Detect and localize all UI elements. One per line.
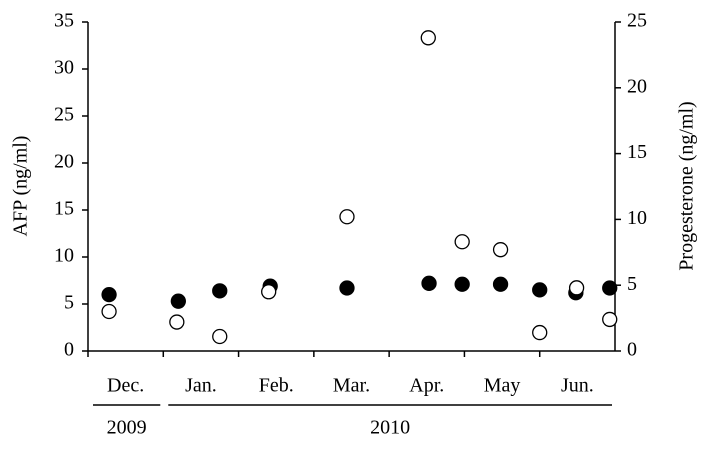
y-tick-label: 25	[54, 104, 74, 126]
x-tick-label: Jun.	[561, 375, 594, 397]
point	[492, 242, 509, 258]
point	[212, 328, 228, 345]
y2-tick-label: 10	[627, 207, 647, 229]
point	[421, 275, 437, 291]
point	[532, 324, 548, 341]
point	[339, 280, 355, 296]
y-tick-label: 35	[54, 10, 74, 32]
point	[212, 283, 228, 299]
y-tick-label: 5	[64, 292, 74, 314]
y2-tick-label: 0	[627, 339, 637, 361]
y2-tick-label: 20	[627, 75, 647, 97]
y-tick-label: 0	[64, 339, 74, 361]
point	[602, 280, 618, 296]
x-tick-label: Mar.	[333, 375, 370, 397]
y2-axis-label: Progesterone (ng/ml)	[676, 101, 698, 270]
x-tick-label: May	[484, 375, 521, 397]
x-tick-label: Apr.	[409, 375, 444, 397]
point	[602, 311, 618, 328]
y2-tick-label: 25	[627, 10, 647, 32]
point	[261, 284, 277, 300]
point	[454, 276, 470, 292]
point	[170, 293, 186, 309]
y2-tick-label: 5	[627, 273, 637, 295]
y2-tick-label: 15	[627, 141, 647, 163]
x-group-label: 2009	[107, 417, 147, 439]
point	[169, 314, 185, 330]
x-tick-label: Feb.	[259, 375, 294, 397]
y-tick-label: 20	[54, 151, 74, 173]
x-tick-label: Jan.	[185, 375, 217, 397]
x-tick-label: Dec.	[107, 375, 144, 397]
y-tick-label: 15	[54, 198, 74, 220]
point	[420, 30, 436, 46]
y-tick-label: 30	[54, 57, 74, 79]
point	[532, 282, 548, 298]
point	[568, 280, 585, 296]
point	[101, 303, 117, 320]
y-tick-label: 10	[54, 245, 74, 267]
point	[101, 286, 117, 303]
point	[454, 234, 470, 250]
y-axis-label: AFP (ng/ml)	[10, 136, 32, 237]
point	[339, 209, 355, 225]
x-group-label: 2010	[370, 417, 410, 439]
point	[492, 276, 509, 292]
